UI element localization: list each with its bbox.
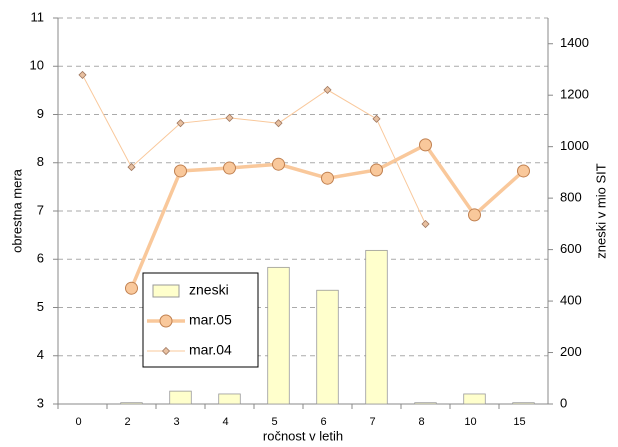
x-tick-label: 0 bbox=[75, 416, 81, 428]
x-tick-label: 6 bbox=[320, 416, 326, 428]
x-tick-label: 5 bbox=[271, 416, 277, 428]
y-tick-label: 11 bbox=[31, 9, 45, 24]
legend-swatch bbox=[152, 284, 180, 298]
y-tick-label: 8 bbox=[37, 154, 44, 169]
bar bbox=[463, 393, 486, 405]
x-tick-label: 15 bbox=[513, 416, 525, 428]
y-axis-label: obrestna mera bbox=[9, 168, 24, 253]
bar bbox=[414, 402, 437, 405]
bar bbox=[120, 402, 143, 405]
point bbox=[272, 157, 285, 171]
bar bbox=[267, 266, 290, 405]
point bbox=[223, 161, 236, 175]
y2-tick-label: 1400 bbox=[560, 35, 589, 50]
legend-label: mar.04 bbox=[189, 342, 232, 358]
x-tick-label: 2 bbox=[124, 416, 130, 428]
legend-label: mar.05 bbox=[189, 312, 232, 328]
y2-tick-label: 1200 bbox=[560, 87, 589, 102]
y2-tick-label: 600 bbox=[560, 241, 582, 256]
x-axis-label: ročnost v letih bbox=[263, 428, 343, 443]
point bbox=[274, 119, 283, 128]
point bbox=[419, 138, 432, 152]
y-tick-label: 3 bbox=[37, 395, 44, 410]
bar bbox=[365, 249, 388, 405]
point bbox=[421, 219, 430, 229]
y-tick-label: 6 bbox=[37, 251, 44, 266]
line bbox=[82, 74, 426, 225]
legend-marker bbox=[159, 314, 173, 328]
bar bbox=[169, 390, 192, 405]
x-tick-label: 8 bbox=[418, 416, 424, 428]
x-tick-label: 3 bbox=[173, 416, 179, 428]
point bbox=[468, 208, 481, 222]
point bbox=[225, 113, 234, 122]
point bbox=[321, 171, 334, 185]
legend-label: zneski bbox=[189, 282, 229, 298]
point bbox=[370, 163, 383, 177]
x-tick-label: 7 bbox=[369, 416, 375, 428]
y-tick-label: 4 bbox=[37, 347, 44, 362]
x-tick-label: 4 bbox=[222, 416, 228, 428]
point bbox=[323, 85, 332, 94]
y-tick-label: 7 bbox=[37, 202, 44, 217]
y-tick-label: 10 bbox=[30, 58, 44, 73]
y2-tick-label: 800 bbox=[560, 190, 582, 205]
bar bbox=[512, 402, 535, 405]
point bbox=[174, 164, 187, 178]
bar bbox=[316, 289, 339, 405]
point bbox=[176, 119, 185, 128]
point bbox=[78, 70, 87, 80]
y2-tick-label: 400 bbox=[560, 293, 582, 308]
y-tick-label: 9 bbox=[37, 106, 44, 121]
legend-marker bbox=[161, 346, 171, 356]
point bbox=[372, 114, 381, 123]
y2-tick-label: 0 bbox=[560, 395, 567, 410]
y2-axis-label: zneski v mio SIT bbox=[593, 163, 608, 258]
line bbox=[129, 142, 525, 289]
y2-tick-label: 200 bbox=[560, 344, 582, 359]
x-tick-label: 10 bbox=[464, 416, 476, 428]
point bbox=[517, 164, 530, 178]
y-tick-label: 5 bbox=[37, 299, 44, 314]
bar bbox=[218, 393, 241, 405]
y2-tick-label: 1000 bbox=[560, 138, 589, 153]
point bbox=[127, 163, 136, 172]
point bbox=[125, 281, 138, 295]
